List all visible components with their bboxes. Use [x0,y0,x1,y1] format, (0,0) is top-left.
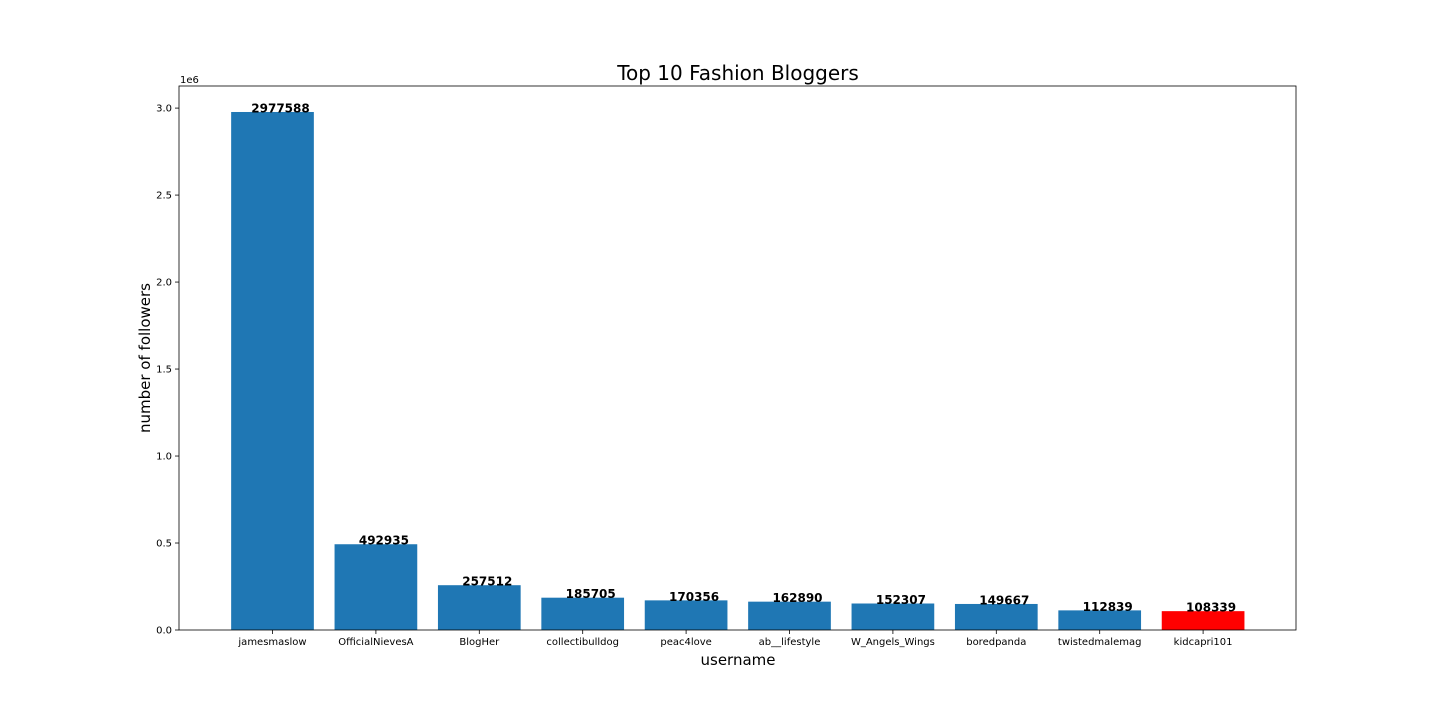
axes-frame [178,85,1297,631]
data-label: 2977588 [251,101,309,115]
data-label: 149667 [979,593,1029,607]
data-label: 170356 [669,590,719,604]
bar-twistedmalemag [1058,610,1142,630]
data-label: 112839 [1083,600,1133,614]
data-label: 162890 [772,591,822,605]
bar-OfficialNievesA [334,544,418,630]
x-tick-label: OfficialNievesA [338,637,413,648]
y-tick-label: 2.5 [156,191,172,202]
y-tick-label: 1.0 [156,452,172,463]
y-tick-label: 1.5 [156,365,172,376]
bar-kidcapri101 [1161,611,1245,630]
x-tick-label: ab__lifestyle [759,637,821,648]
plot-area: 2977588 492935 257512 185705 170356 162890 152… [156,85,1297,648]
data-label: 152307 [876,593,926,607]
data-label: 185705 [566,587,616,601]
x-tick-label: peac4love [660,637,711,648]
x-tick-label: twistedmalemag [1058,637,1142,648]
data-label: 108339 [1186,601,1236,615]
bar-boredpanda [954,603,1038,630]
x-tick-label: collectibulldog [546,637,619,648]
y-axis-label: number of followers [136,283,154,433]
bar-ab__lifestyle [748,601,831,630]
x-axis-label: username [701,651,776,669]
x-tick-label: jamesmaslow [237,637,306,648]
x-tick-label: boredpanda [966,637,1026,648]
y-tick-label: 2.0 [156,278,172,289]
bar-BlogHer [437,585,521,630]
y-tick-label: 0.0 [156,626,172,637]
y-tick-label: 0.5 [156,539,172,550]
bar-peac4love [644,600,728,630]
y-axis-offset-label: 1e6 [180,75,199,86]
data-label: 492935 [359,534,409,548]
x-tick-label: kidcapri101 [1174,637,1233,648]
data-label: 257512 [462,575,512,589]
chart-title: Top 10 Fashion Bloggers [616,61,859,85]
y-tick-label: 3.0 [156,104,172,115]
x-tick-label: BlogHer [459,637,500,648]
bar-jamesmaslow [231,111,314,631]
x-tick-label: W_Angels_Wings [851,637,935,648]
bar-W_Angels_Wings [851,603,935,630]
bar-collectibulldog [541,597,625,630]
